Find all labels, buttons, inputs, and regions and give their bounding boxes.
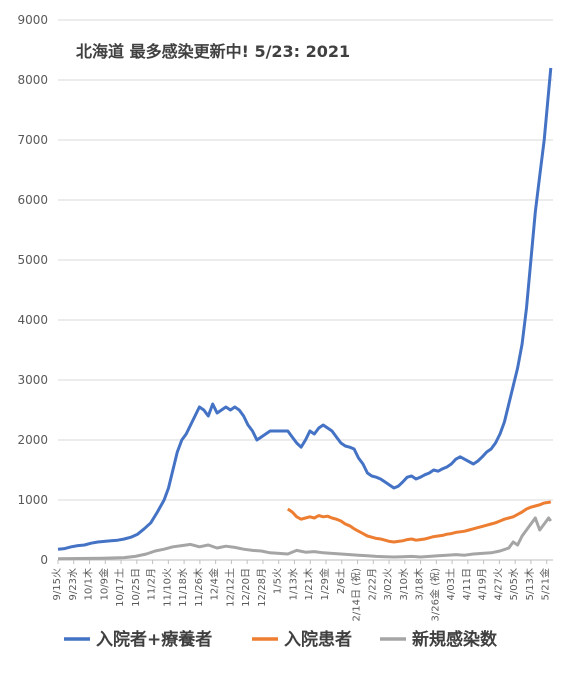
legend: 入院者+療養者 入院患者 新規感染数 bbox=[64, 629, 498, 650]
x-tick-label: 12/28月 bbox=[256, 568, 268, 607]
legend-label-2: 新規感染数 bbox=[412, 629, 498, 650]
x-axis: 9/15火 9/23水 10/1木 10/9金 10/17土 10/25日 11/2月 11/… bbox=[51, 560, 552, 621]
x-tick-label: 9/15火 bbox=[51, 568, 63, 600]
y-tick-label: 9000 bbox=[17, 13, 48, 27]
x-tick-label: 12/4金 bbox=[208, 568, 221, 600]
x-tick-label: 5/21金 bbox=[539, 568, 552, 600]
x-tick-label: 2/22月 bbox=[366, 568, 378, 600]
y-tick-label: 0 bbox=[40, 553, 48, 567]
x-tick-label: 3/10水 bbox=[398, 568, 410, 600]
series-line-0 bbox=[57, 67, 553, 551]
series-line-1 bbox=[286, 500, 552, 544]
x-tick-label: 11/26木 bbox=[193, 568, 205, 607]
y-tick-label: 3000 bbox=[17, 373, 48, 387]
chart-title: 北海道 最多感染更新中! 5/23: 2021 bbox=[76, 42, 350, 61]
x-tick-label: 1/13水 bbox=[287, 568, 299, 600]
x-tick-label: 4/19月 bbox=[477, 568, 489, 600]
y-tick-label: 5000 bbox=[17, 253, 48, 267]
y-tick-label: 4000 bbox=[17, 313, 48, 327]
x-tick-label: 2/6土 bbox=[334, 568, 347, 594]
x-tick-label: 4/03土 bbox=[444, 568, 457, 600]
x-tick-label: 12/20日 bbox=[241, 568, 252, 607]
x-tick-label: 1/29金 bbox=[318, 568, 331, 600]
x-tick-label: 11/10火 bbox=[161, 568, 173, 607]
y-axis: 0 1000 2000 3000 4000 5000 6000 7000 8000 9000 bbox=[17, 13, 48, 567]
x-tick-label: 5/05水 bbox=[508, 568, 520, 600]
legend-label-1: 入院患者 bbox=[284, 629, 352, 650]
series-line-2 bbox=[57, 516, 553, 561]
y-tick-label: 8000 bbox=[17, 73, 48, 87]
legend-label-0: 入院者+療養者 bbox=[96, 629, 212, 650]
x-tick-label: 5/13木 bbox=[524, 568, 536, 600]
x-tick-label: 3/18木 bbox=[414, 568, 426, 600]
x-tick-label: 9/23水 bbox=[67, 568, 79, 600]
x-tick-label: 4/11日 bbox=[462, 568, 473, 600]
x-tick-label: 3/02火 bbox=[382, 568, 394, 600]
x-tick-label: 3/26金 (祝) bbox=[428, 568, 441, 622]
grid bbox=[58, 19, 553, 561]
x-tick-label: 10/9金 bbox=[97, 568, 110, 600]
x-tick-label: 4/27火 bbox=[492, 568, 504, 600]
series-group bbox=[57, 67, 553, 561]
y-tick-label: 6000 bbox=[17, 193, 48, 207]
x-tick-label: 11/2月 bbox=[146, 568, 158, 600]
x-tick-label: 10/17土 bbox=[113, 568, 126, 607]
x-tick-label: 11/18水 bbox=[177, 568, 189, 607]
x-tick-label: 12/12土 bbox=[223, 568, 236, 607]
y-tick-label: 2000 bbox=[17, 433, 48, 447]
x-tick-label: 10/25日 bbox=[131, 568, 142, 607]
x-tick-label: 1/5火 bbox=[272, 568, 284, 594]
x-tick-label: 1/21木 bbox=[303, 568, 315, 600]
y-tick-label: 7000 bbox=[17, 133, 48, 147]
x-tick-label: 2/14日 (祝) bbox=[350, 568, 363, 622]
x-tick-label: 10/1木 bbox=[83, 568, 95, 600]
y-tick-label: 1000 bbox=[17, 493, 48, 507]
